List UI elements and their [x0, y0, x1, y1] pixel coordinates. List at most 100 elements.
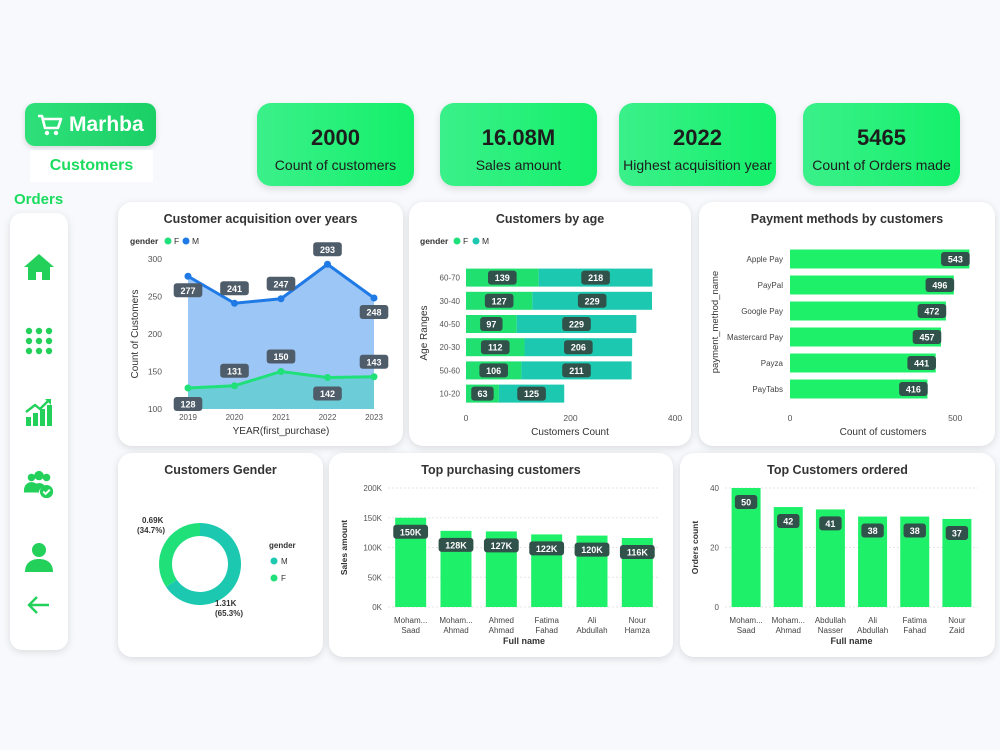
bar-data-label-bg	[917, 304, 947, 318]
y-tick-label: 40-50	[440, 320, 461, 329]
male-data-label: 293	[320, 245, 335, 255]
payment-bar	[790, 353, 936, 373]
page-title: Customers	[30, 150, 153, 182]
chart-title: Top Customers ordered	[767, 463, 908, 477]
female-data-label-bg	[484, 293, 514, 308]
male-data-label-bg	[313, 242, 342, 257]
x-tick-label: Fatima	[534, 616, 559, 625]
brand-logo[interactable]: Marhba	[25, 103, 156, 146]
legend-label: M	[281, 557, 288, 566]
y-axis-title: Orders count	[690, 521, 700, 575]
x-tick-label: 400	[668, 413, 682, 423]
legend-marker-m	[472, 237, 480, 245]
y-tick-label: 250	[148, 292, 162, 302]
bar-data-label-bg	[483, 538, 519, 553]
male-point	[370, 294, 378, 302]
x-tick-label: Nasser	[818, 626, 844, 635]
gender-chart-card: Customers Gender 1.31K (65.3%) 0.69K (34.7%…	[118, 453, 323, 657]
female-point	[231, 382, 238, 390]
home-icon[interactable]	[23, 251, 55, 283]
male-data-label-bg	[266, 276, 296, 291]
x-axis-title: YEAR(first_purchase)	[233, 426, 330, 437]
x-tick-label: 2019	[179, 413, 197, 422]
y-tick-label: 50K	[368, 573, 383, 582]
x-tick-label: Nour	[629, 616, 647, 625]
male-data-label: 206	[571, 343, 586, 353]
female-data-label-bg	[488, 270, 517, 285]
male-data-label-bg	[220, 281, 249, 296]
kpi-label: Count of Orders made	[812, 157, 951, 173]
female-data-label: 112	[488, 343, 503, 353]
x-tick-label: Hamza	[625, 626, 651, 635]
x-tick-label: 0	[788, 413, 793, 423]
x-axis-title: Full name	[503, 636, 545, 646]
male-point	[324, 260, 331, 268]
female-data-label-bg	[266, 349, 296, 364]
female-point	[277, 368, 285, 375]
bar-data-label-bg	[903, 523, 926, 538]
male-data-label: 277	[180, 286, 195, 296]
male-data-label: 229	[569, 320, 584, 330]
y-tick-label: PayPal	[758, 281, 784, 290]
female-point	[184, 384, 192, 392]
female-data-label-bg	[173, 397, 203, 411]
female-data-label: 139	[495, 273, 510, 283]
gender-chart: 1.31K(65.3%) 0.69K(34.7%) gender MF	[137, 516, 296, 618]
x-axis-title: Full name	[830, 636, 872, 646]
payment-bar	[790, 379, 928, 399]
y-tick-label: 150	[148, 367, 162, 377]
female-data-label-bg	[480, 340, 510, 355]
female-data-label: 150	[273, 352, 288, 362]
data-label-value: 1.31K	[215, 599, 237, 608]
male-data-label-bg	[562, 363, 591, 378]
x-tick-label: Ali	[868, 616, 877, 625]
chart-title: Top purchasing customers	[421, 463, 581, 477]
kpi-value: 16.08M	[481, 125, 556, 150]
chart-title: Customers Gender	[164, 463, 277, 477]
growth-chart-icon[interactable]	[23, 396, 55, 428]
bar-data-label: 150K	[400, 527, 422, 537]
cart-icon	[38, 114, 63, 135]
female-data-label-bg	[220, 363, 249, 378]
y-tick-label: 0	[715, 603, 720, 612]
payment-bar	[790, 301, 946, 321]
y-tick-label: Google Pay	[741, 307, 783, 316]
y-tick-label: 30-40	[440, 297, 461, 306]
orders-chart: 0204050Moham...Saad42Moham...Ahmad41Abdu…	[690, 484, 978, 646]
back-arrow-icon[interactable]	[23, 589, 55, 621]
male-data-label: 241	[227, 284, 242, 294]
orders-link[interactable]: Orders	[14, 191, 64, 208]
bar-data-label-bg	[925, 278, 955, 292]
grid-dots-icon[interactable]	[23, 325, 55, 357]
bar-data-label-bg	[529, 541, 565, 556]
legend-title: gender	[269, 541, 296, 550]
y-axis-title: Sales amount	[339, 520, 349, 575]
male-data-label: 125	[524, 389, 539, 399]
legend-title: gender	[130, 236, 159, 246]
male-data-label: 211	[569, 366, 584, 376]
female-data-label-bg	[471, 386, 494, 401]
male-data-label-bg	[517, 386, 546, 401]
donut-slice	[159, 523, 200, 588]
x-tick-label: Abdullah	[576, 626, 607, 635]
x-tick-label: Ahmad	[443, 626, 468, 635]
chart-title: Payment methods by customers	[750, 212, 944, 226]
y-tick-label: 40	[710, 484, 719, 493]
bar-data-label-bg	[899, 382, 928, 396]
male-point	[277, 295, 285, 303]
legend-title: gender	[420, 236, 449, 246]
purchasing-chart: 0K50K100K150K200K150KMoham...Saad128KMoh…	[339, 484, 660, 646]
legend-marker-f	[270, 574, 278, 582]
user-icon[interactable]	[23, 541, 55, 573]
purchasing-chart-card: Top purchasing customers 0K 50K 100K 150K 20…	[329, 453, 673, 657]
y-tick-label: PayTabs	[752, 385, 783, 394]
female-data-label: 143	[366, 357, 381, 367]
female-data-label-bg	[313, 386, 342, 401]
x-tick-label: 2020	[226, 413, 244, 422]
male-data-label: 229	[585, 296, 600, 306]
female-point	[324, 374, 331, 381]
sidebar	[10, 213, 68, 650]
acquisition-chart-card: Customer acquisition over years gender F M…	[118, 202, 403, 446]
legend-marker-m	[182, 237, 190, 245]
users-check-icon[interactable]	[23, 469, 55, 501]
